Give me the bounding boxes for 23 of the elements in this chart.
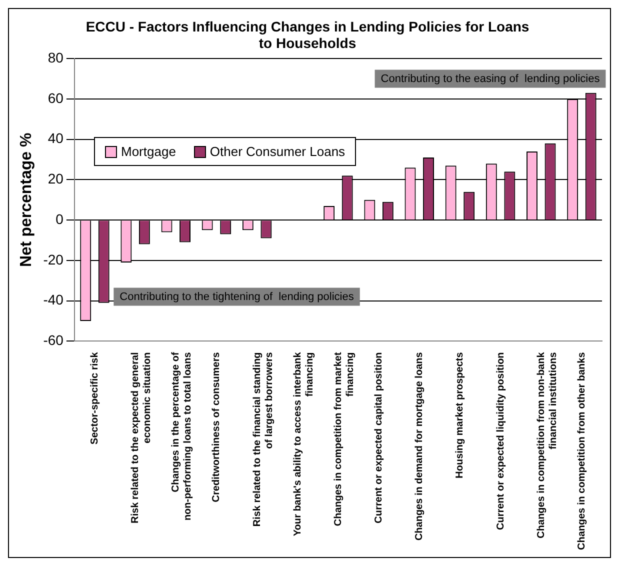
x-tick-label: Creditworthiness of consumers [211,352,222,502]
x-tick-label: Sector-specific risk [89,352,100,444]
x-tick-label: Changes in competition from non-bank financial institutions [536,352,559,538]
x-tick-label: Changes in demand for mortgage loans [414,352,426,541]
y-axis-title: Net percentage % [18,132,36,268]
annotation: Contributing to the tightening of lending policies [120,290,354,303]
y-tick-label: -40 [43,292,64,308]
legend-label: Mortgage [120,144,176,159]
x-tick-label: Housing market prospects [454,352,466,478]
x-tick-label: Current or expected liquidity position [495,352,506,530]
x-tick-label: Current or expected capital position [374,352,385,524]
x-tick-label: Risk related to the expected general economic situation [130,352,154,524]
y-tick-label: 20 [48,170,64,187]
x-tick-label: Changes in competition from other banks [576,352,588,550]
y-tick-label: 0 [56,210,64,227]
y-tick-label: -20 [43,251,64,268]
y-tick-label: 60 [48,90,64,106]
y-tick-label: 80 [48,49,64,66]
y-tick-label: -60 [43,332,64,348]
y-tick-label: 40 [48,130,64,146]
chart-title: ECCU - Factors Influencing Changes in Lending Policies for Loans to Households [86,18,530,52]
annotation: Contributing to the easing of lending policies [380,72,600,85]
legend-label: Other Consumer Loans [208,144,346,159]
